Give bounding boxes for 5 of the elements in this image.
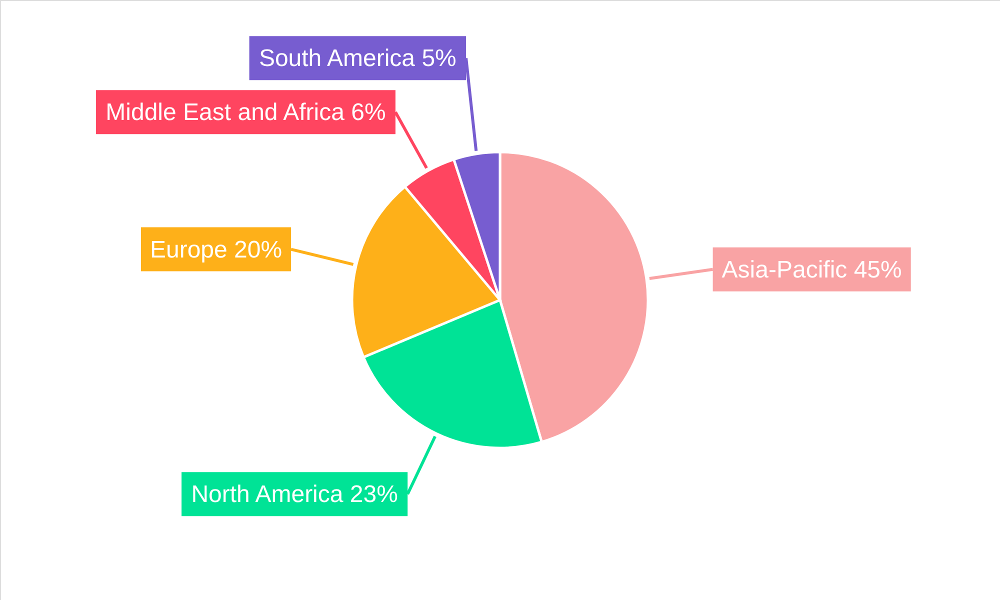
slice-label: North America 23% [191, 481, 398, 508]
slice-label: Asia-Pacific 45% [722, 256, 902, 284]
slice-label: Europe 20% [150, 236, 282, 264]
slice-label: Middle East and Africa 6% [106, 99, 386, 126]
slice-label: South America 5% [258, 45, 456, 72]
